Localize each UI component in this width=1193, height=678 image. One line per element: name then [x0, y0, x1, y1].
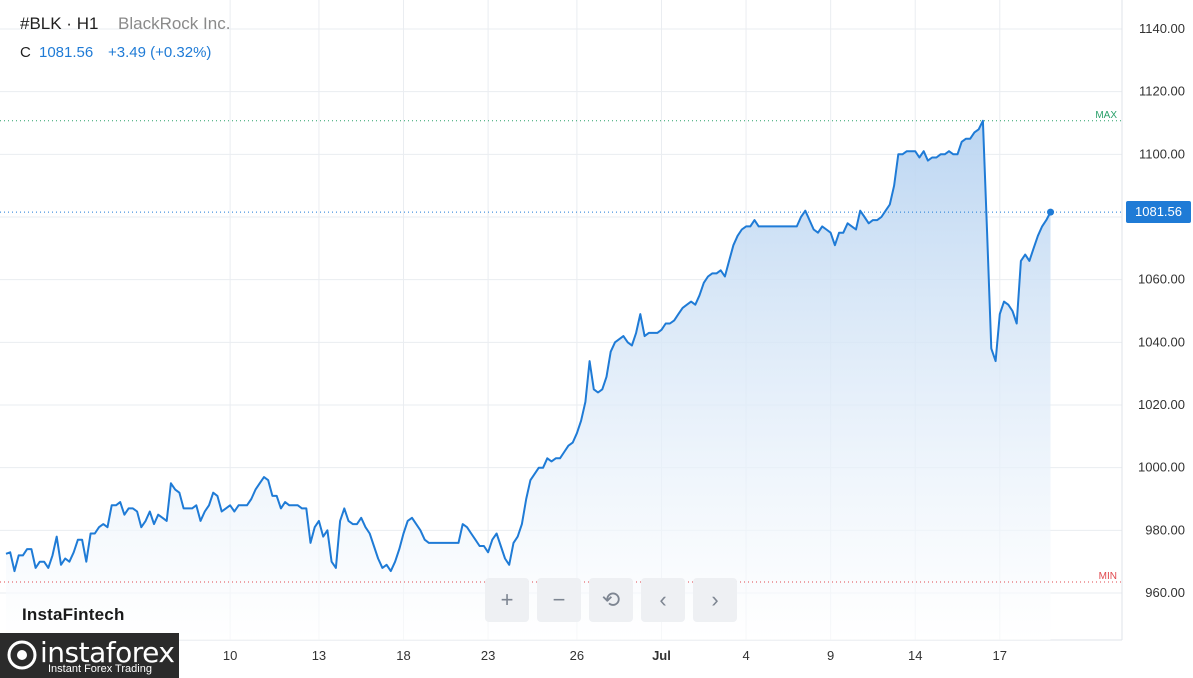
x-tick-label: 9 — [827, 648, 834, 663]
current-price-tag: 1081.56 — [1126, 201, 1191, 224]
x-tick-label: 26 — [570, 648, 584, 663]
price-area — [6, 120, 1051, 641]
x-tick-label: 4 — [742, 648, 749, 663]
x-tick-label: 18 — [396, 648, 410, 663]
y-tick-label: 1000.00 — [1138, 460, 1185, 475]
x-tick-label: 14 — [908, 648, 922, 663]
logo-mark-icon — [7, 640, 37, 670]
y-tick-label: 1040.00 — [1138, 334, 1185, 349]
x-tick-label: 13 — [312, 648, 326, 663]
x-axis: 10 13 18 23 26 Jul 4 9 14 17 — [223, 648, 1007, 663]
watermark: InstaFintech — [22, 605, 125, 624]
scroll-forward-button[interactable]: › — [693, 578, 737, 622]
y-axis: 960.00 980.00 1000.00 1020.00 1040.00 1060.00… — [1138, 21, 1185, 600]
reset-button[interactable]: ⟲ — [589, 578, 633, 622]
y-tick-label: 1140.00 — [1139, 21, 1185, 36]
x-tick-label: 10 — [223, 648, 237, 663]
logo-wordmark: instaforex — [40, 636, 175, 669]
chart-toolbar: + − ⟲ ‹ › — [485, 578, 737, 622]
close-prefix: C — [20, 44, 31, 61]
scroll-back-button[interactable]: ‹ — [641, 578, 685, 622]
y-tick-label: 1100.00 — [1139, 146, 1185, 161]
zoom-out-button[interactable]: − — [537, 578, 581, 622]
price-line — [5, 119, 1052, 573]
close-value: 1081.56 — [39, 44, 94, 61]
y-tick-label: 1020.00 — [1138, 397, 1185, 412]
last-price-dot — [1047, 208, 1055, 216]
y-tick-label: 1060.00 — [1138, 272, 1185, 287]
max-label: MAX — [1095, 110, 1117, 121]
zoom-in-button[interactable]: + — [485, 578, 529, 622]
logo-tagline: Instant Forex Trading — [48, 663, 152, 675]
x-tick-label: 23 — [481, 648, 495, 663]
instaforex-logo: instaforex Instant Forex Trading — [0, 633, 179, 678]
x-tick-label: 17 — [993, 648, 1007, 663]
x-tick-label: Jul — [652, 648, 671, 663]
y-tick-label: 980.00 — [1145, 522, 1185, 537]
company-name: BlackRock Inc. — [118, 14, 231, 33]
ticker-symbol: #BLK · H1 — [20, 14, 99, 33]
y-tick-label: 960.00 — [1145, 585, 1185, 600]
y-tick-label: 1120.00 — [1139, 84, 1185, 99]
close-change: +3.49 (+0.32%) — [108, 44, 212, 61]
min-label: MIN — [1099, 571, 1117, 582]
